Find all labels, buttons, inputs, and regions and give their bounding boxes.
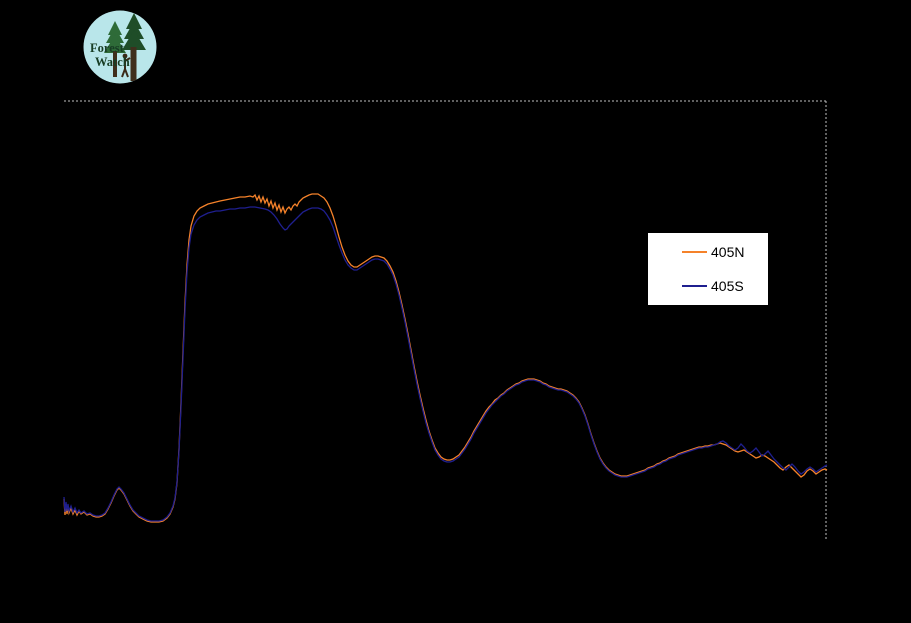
forest-watch-logo: Forest Watch [83, 10, 157, 84]
pine-trees-icon [104, 13, 146, 81]
chart-legend: 405N 405S [648, 233, 768, 305]
legend-entry-405N: 405N [648, 237, 768, 267]
legend-line-swatch-405N [682, 251, 707, 253]
legend-line-swatch-405S [682, 285, 707, 287]
legend-entry-405S: 405S [648, 271, 768, 301]
person-icon [121, 53, 131, 78]
legend-label-405S: 405S [711, 278, 744, 294]
logo-text-line2: Watch [95, 55, 130, 69]
legend-label-405N: 405N [711, 244, 745, 260]
series-line-405S [63, 206, 828, 522]
logo-text-line1: Forest [90, 41, 125, 55]
